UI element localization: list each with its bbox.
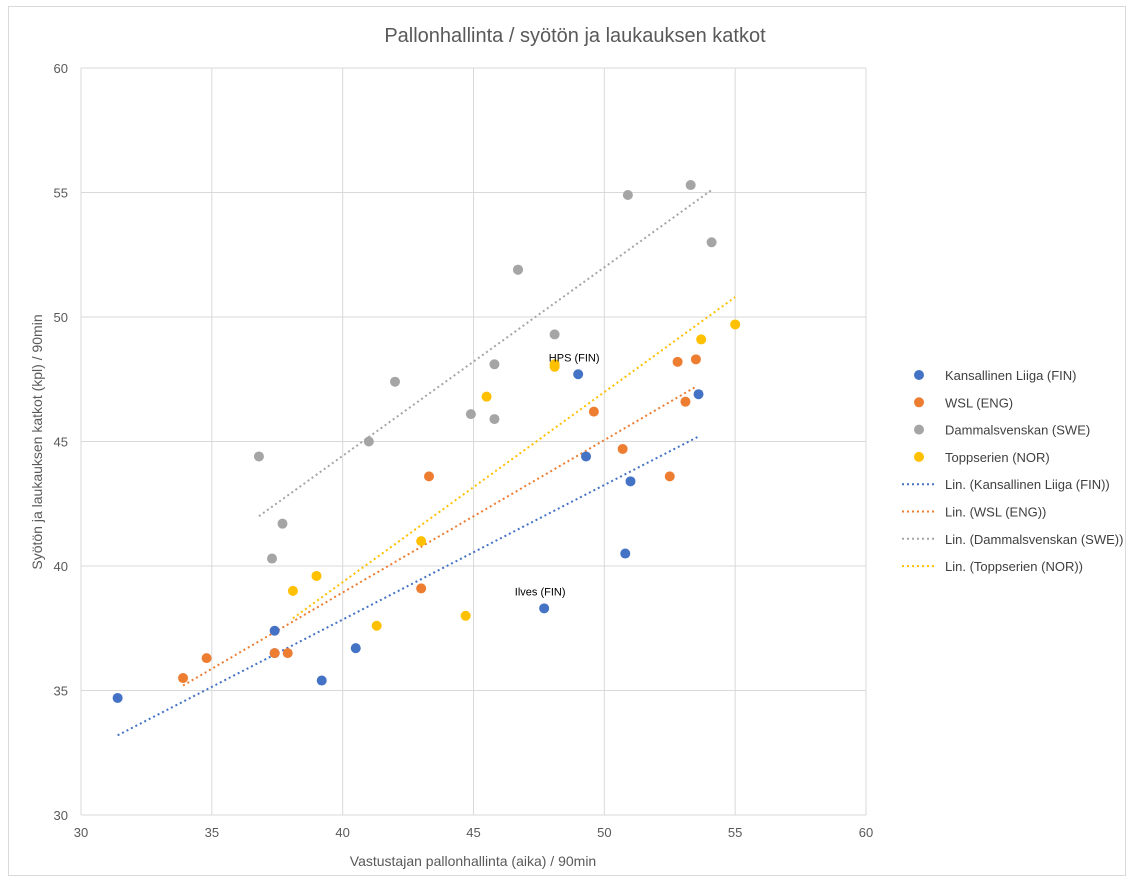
y-tick-label: 40 <box>54 559 68 574</box>
data-point <box>253 451 264 462</box>
legend-label: Lin. (WSL (ENG)) <box>945 505 1046 520</box>
data-point <box>680 396 691 407</box>
legend-marker <box>914 370 924 380</box>
data-point <box>489 359 500 370</box>
legend: Kansallinen Liiga (FIN) WSL (ENG) Dammalsv… <box>902 368 1123 574</box>
data-point <box>730 319 741 330</box>
data-point <box>622 189 633 200</box>
data-point <box>489 414 500 425</box>
y-tick-label: 30 <box>54 808 68 823</box>
data-point <box>696 334 707 345</box>
trendline <box>182 385 697 687</box>
x-tick-label: 30 <box>74 825 88 840</box>
chart-title: Pallonhallinta / syötön ja laukauksen ka… <box>384 25 766 47</box>
grid <box>80 67 867 816</box>
data-point <box>549 361 560 372</box>
trendlines <box>117 189 736 737</box>
data-point <box>112 692 123 703</box>
data-point <box>267 553 278 564</box>
legend-label: WSL (ENG) <box>945 395 1013 410</box>
legend-label: Kansallinen Liiga (FIN) <box>945 368 1077 383</box>
data-point <box>465 409 476 420</box>
data-point <box>287 585 298 596</box>
x-tick-label: 45 <box>466 825 480 840</box>
legend-label: Lin. (Dammalsvenskan (SWE)) <box>945 532 1123 547</box>
data-point <box>178 673 189 684</box>
y-tick-label: 35 <box>54 684 68 699</box>
data-point <box>512 264 523 275</box>
data-point <box>625 476 636 487</box>
legend-marker <box>914 451 924 462</box>
data-point <box>269 648 280 659</box>
data-point <box>690 354 701 365</box>
data-point <box>581 451 592 462</box>
point-annotation: Ilves (FIN) <box>515 586 566 598</box>
trendline <box>292 296 736 620</box>
legend-marker <box>914 397 924 408</box>
data-point <box>588 406 599 417</box>
data-points <box>112 180 741 703</box>
x-tick-label: 40 <box>335 825 349 840</box>
trendline <box>117 435 699 737</box>
x-tick-label: 35 <box>205 825 219 840</box>
x-tick-label: 50 <box>597 825 611 840</box>
data-point <box>620 548 631 559</box>
legend-label: Lin. (Kansallinen Liiga (FIN)) <box>945 477 1110 492</box>
x-tick-label: 60 <box>859 825 873 840</box>
data-point <box>460 610 471 621</box>
trendline <box>258 189 713 518</box>
annotations: HPS (FIN) Ilves (FIN) <box>515 352 600 598</box>
data-point <box>350 643 361 654</box>
data-point <box>390 376 400 387</box>
data-point <box>664 471 675 482</box>
tick-labels: 30 35 40 45 50 55 60 30 35 40 45 50 55 60 <box>54 61 874 840</box>
y-tick-label: 50 <box>54 310 68 325</box>
data-point <box>363 436 374 447</box>
y-tick-label: 60 <box>54 61 68 76</box>
data-point <box>316 675 327 686</box>
data-point <box>277 518 288 529</box>
legend-label: Dammalsvenskan (SWE) <box>945 423 1090 438</box>
data-point <box>573 369 584 380</box>
data-point <box>424 471 435 482</box>
y-tick-label: 55 <box>54 186 68 201</box>
data-point <box>416 536 427 547</box>
x-tick-label: 55 <box>728 825 742 840</box>
data-point <box>201 653 212 664</box>
y-tick-label: 45 <box>54 435 68 450</box>
data-point <box>539 603 550 614</box>
legend-label: Lin. (Toppserien (NOR)) <box>945 559 1083 574</box>
legend-label: Toppserien (NOR) <box>945 450 1050 465</box>
y-axis-title: Syötön ja laukauksen katkot (kpl) / 90mi… <box>29 314 45 569</box>
data-point <box>617 443 628 454</box>
data-point <box>685 180 696 191</box>
legend-marker <box>914 424 924 435</box>
x-axis-title: Vastustajan pallonhallinta (aika) / 90mi… <box>350 853 596 869</box>
point-annotation: HPS (FIN) <box>549 352 600 364</box>
data-point <box>706 237 717 248</box>
data-point <box>311 570 322 581</box>
data-point <box>672 356 683 367</box>
data-point <box>481 391 492 402</box>
data-point <box>269 625 280 636</box>
data-point <box>416 583 427 594</box>
data-point <box>371 620 382 631</box>
data-point <box>282 648 293 659</box>
data-point <box>549 329 560 340</box>
data-point <box>693 389 704 400</box>
